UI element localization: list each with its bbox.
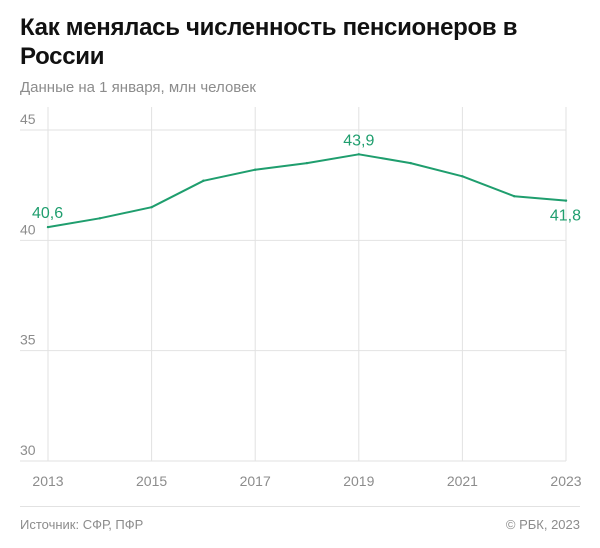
series-line xyxy=(47,153,567,229)
line-chart: 30 35 40 45 2013 2015 2017 2019 2021 2023 40,6 43,… xyxy=(20,107,582,489)
x-tick-label: 2021 xyxy=(447,473,478,489)
data-point xyxy=(461,175,464,178)
y-tick-label: 45 xyxy=(20,111,36,127)
grid-lines xyxy=(20,107,567,462)
data-point xyxy=(98,217,102,220)
data-point xyxy=(564,199,568,202)
data-point xyxy=(254,168,257,171)
data-point xyxy=(305,161,309,165)
data-label: 40,6 xyxy=(32,205,63,222)
x-tick-label: 2019 xyxy=(343,473,374,489)
data-point xyxy=(202,179,205,182)
data-point xyxy=(409,161,412,165)
data-label: 43,9 xyxy=(343,132,374,149)
series-layer xyxy=(46,153,568,229)
y-tick-label: 40 xyxy=(20,221,36,237)
y-tick-label: 30 xyxy=(20,442,36,458)
data-labels: 40,6 43,9 41,8 xyxy=(32,132,581,224)
data-point xyxy=(357,153,360,156)
data-label: 41,8 xyxy=(550,208,581,225)
data-point xyxy=(46,225,50,229)
x-tick-label: 2015 xyxy=(136,473,167,489)
x-tick-label: 2013 xyxy=(32,473,63,489)
y-tick-label: 35 xyxy=(20,332,36,348)
axis-ticks: 30 35 40 45 2013 2015 2017 2019 2021 2023 xyxy=(20,111,582,489)
footer-divider xyxy=(20,506,580,507)
data-point xyxy=(150,206,153,209)
x-tick-label: 2017 xyxy=(240,473,271,489)
x-tick-label: 2023 xyxy=(550,473,581,489)
chart-subtitle: Данные на 1 января, млн человек xyxy=(20,79,256,96)
chart-title: Как менялась численность пенсионеров в Р… xyxy=(20,14,518,70)
data-point xyxy=(513,195,516,198)
copyright-note: © РБК, 2023 xyxy=(505,517,580,532)
source-note: Источник: СФР, ПФР xyxy=(20,517,144,532)
